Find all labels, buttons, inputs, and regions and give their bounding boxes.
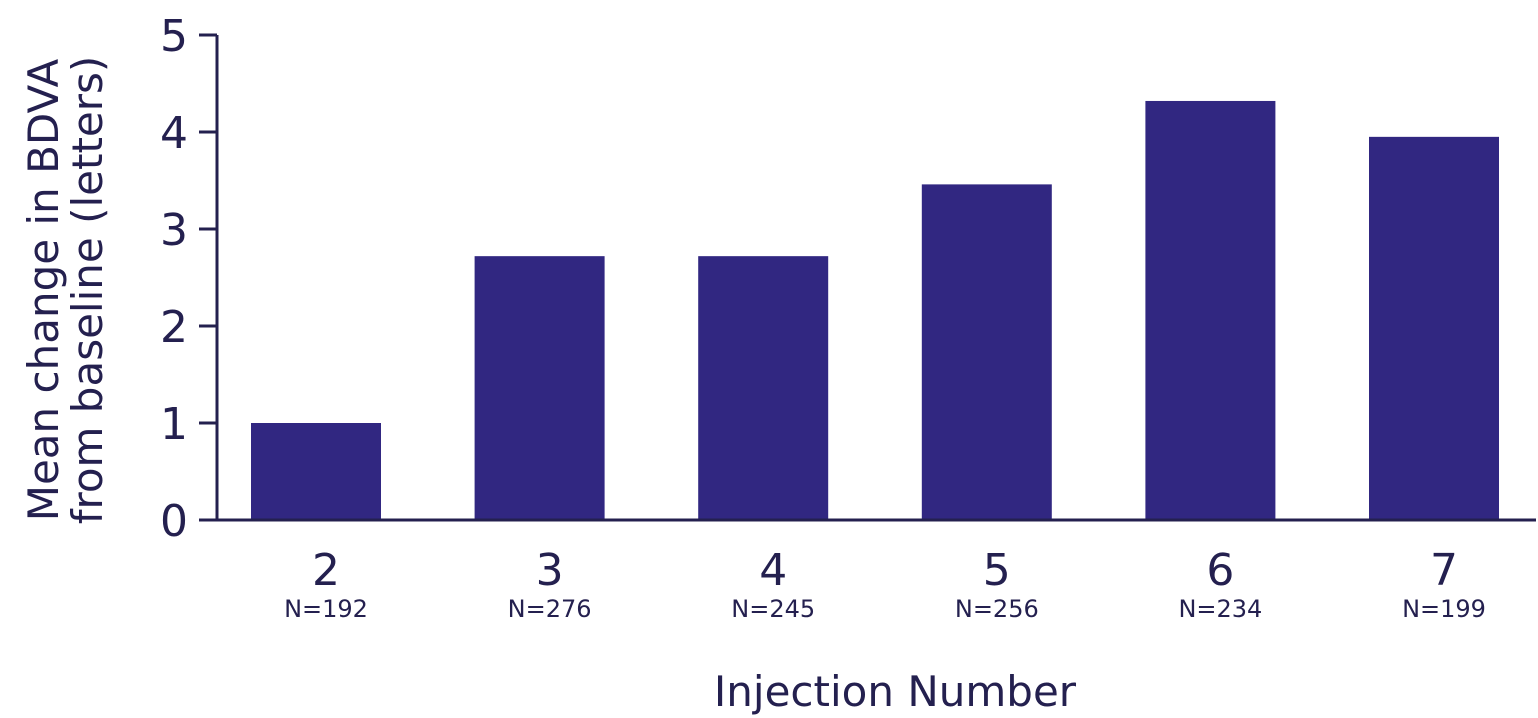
y-axis-ticks: 0 1 2 3 4 5 <box>160 11 217 547</box>
bar-injection-3 <box>474 256 605 520</box>
x-tick-label: 2 <box>312 545 340 596</box>
sample-size-label: N=199 <box>1402 595 1486 623</box>
bar-injection-2 <box>251 423 381 520</box>
x-axis-labels: 2N=192 3N=276 4N=245 5N=256 6N=234 7N=199 <box>284 545 1486 623</box>
sample-size-label: N=245 <box>731 595 815 623</box>
y-axis-title-line-2: from baseline (letters) <box>63 56 112 525</box>
x-tick-label: 5 <box>983 545 1011 596</box>
x-axis-title: Injection Number <box>714 667 1077 716</box>
x-tick-label: 4 <box>759 545 787 596</box>
bar-injection-5 <box>921 184 1052 520</box>
y-tick-label: 0 <box>160 496 188 547</box>
bar-injection-6 <box>1145 100 1276 521</box>
sample-size-label: N=276 <box>508 595 592 623</box>
y-tick-label: 4 <box>160 108 188 159</box>
y-tick-label: 5 <box>160 11 188 62</box>
sample-size-label: N=256 <box>955 595 1039 623</box>
y-axis-title: Mean change in BDVA from baseline (lette… <box>19 56 112 525</box>
y-axis-title-line-1: Mean change in BDVA <box>19 58 68 521</box>
y-tick-label: 3 <box>160 205 188 256</box>
sample-size-label: N=192 <box>284 595 368 623</box>
bar-group <box>251 100 1499 521</box>
x-tick-label: 3 <box>536 545 564 596</box>
bar-injection-4 <box>698 256 829 520</box>
y-tick-label: 2 <box>160 302 188 353</box>
x-tick-label: 7 <box>1430 545 1458 596</box>
sample-size-label: N=234 <box>1178 595 1262 623</box>
y-tick-label: 1 <box>160 399 188 450</box>
x-tick-label: 6 <box>1206 545 1234 596</box>
bar-injection-7 <box>1369 136 1499 520</box>
